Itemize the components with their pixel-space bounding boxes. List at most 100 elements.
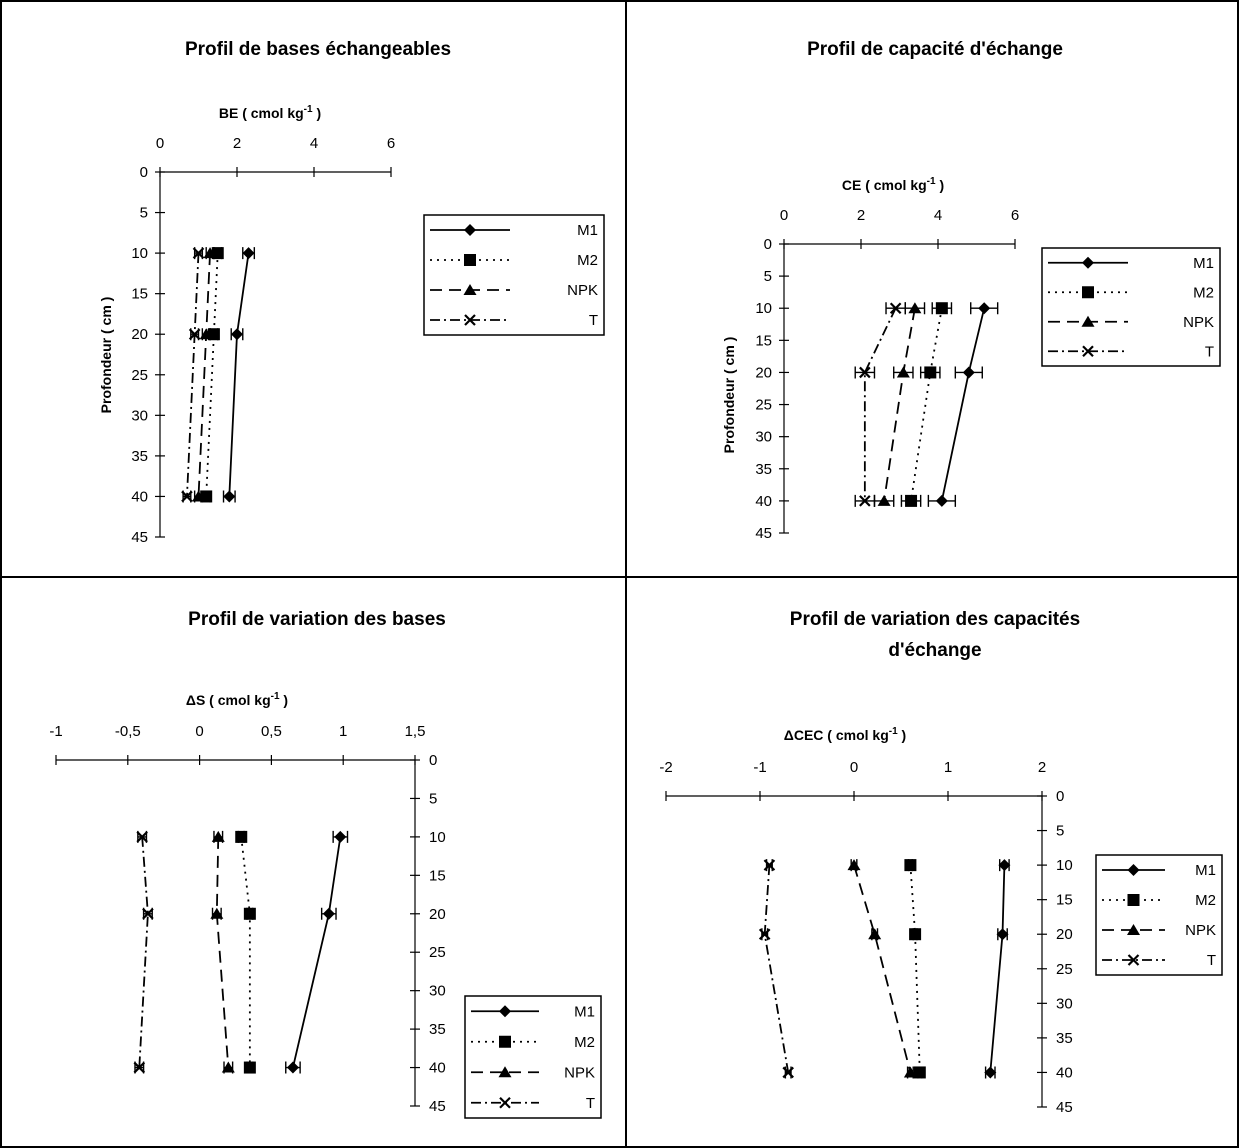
data-point [199,328,213,340]
series-npk [847,859,917,1079]
series-m2 [900,302,953,507]
y-tick-label: 20 [131,326,148,343]
series-line [186,253,200,497]
chart-3: Profil de variation des bases ΔS ( cmol k… [49,609,602,1119]
data-point [223,490,236,503]
legend-marker [464,314,476,326]
data-point [322,907,335,920]
y-axis-title: Profondeur ( cm ) [721,337,737,454]
series-line [989,865,1006,1073]
legend-label: NPK [564,1064,595,1081]
legend-label: M2 [1193,284,1214,301]
legend-label: T [1207,952,1216,969]
x-tick-label: 6 [387,135,395,152]
legend: M1 M2 NPK T [1041,247,1221,367]
y-tick-label: 5 [429,790,437,807]
data-point [243,1061,256,1074]
data-point [935,494,948,507]
legend-marker [1082,345,1094,358]
y-tick-label: 40 [1056,1064,1073,1081]
legend: M1 M2 NPK T [423,214,605,336]
series-m1 [984,859,1011,1079]
legend-marker [1127,894,1140,906]
legend-label: T [586,1095,595,1112]
series-t [854,302,906,507]
y-tick-label: 10 [1056,857,1073,874]
data-point [908,302,922,314]
y-tick-label: 10 [131,245,148,262]
chart-title-line: Profil de variation des capacités [790,609,1080,630]
legend-label: T [1205,343,1214,360]
legend-label: M1 [1195,862,1216,879]
series-m1 [285,830,349,1074]
chart-title: Profil de capacité d'échange [807,39,1063,60]
data-point [235,830,248,843]
data-point [133,1061,146,1074]
series-m1 [222,247,256,503]
x-tick-label: -1 [753,759,766,776]
data-point [935,302,948,315]
data-point [962,366,975,379]
legend-label: M2 [577,252,598,269]
series-line [853,864,912,1073]
legend-label: NPK [1183,314,1214,331]
y-tick-label: 25 [1056,961,1073,978]
data-point [192,490,205,502]
legend-marker [498,1066,512,1078]
data-point [203,247,217,259]
y-tick-label: 35 [131,448,148,465]
x-tick-label: -2 [659,759,672,776]
y-tick-label: 15 [131,286,148,303]
y-tick-label: 10 [755,300,772,317]
series-npk [210,830,235,1074]
data-point [192,247,205,259]
data-point [998,859,1011,872]
y-tick-label: 20 [1056,926,1073,943]
data-point [242,247,255,260]
legend-label: M2 [1195,892,1216,909]
legend-label: M1 [577,222,598,239]
x-axis-title: BE ( cmol kg-1 ) [219,104,321,121]
data-point [210,907,224,919]
x-tick-label: 2 [857,207,865,224]
data-point [904,859,917,872]
legend-label: T [589,312,598,329]
y-tick-label: 5 [764,268,772,285]
data-point [924,366,937,379]
series-npk [192,247,217,503]
series-npk [873,302,926,507]
y-tick-label: 0 [764,236,772,253]
y-tick-label: 30 [429,983,446,1000]
series-line [883,308,916,502]
y-tick-label: 0 [1056,788,1064,805]
x-axis-title: CE ( cmol kg-1 ) [842,176,944,193]
legend-marker [1082,286,1094,299]
data-point [868,928,882,940]
legend-label: NPK [567,282,598,299]
x-axis-title: ΔCEC ( cmol kg-1 ) [784,726,906,743]
y-tick-label: 10 [429,829,446,846]
legend-box [1041,247,1221,367]
x-tick-label: 1 [944,759,952,776]
x-tick-label: 4 [310,135,318,152]
chart-1: Profil de bases échangeables BE ( cmol kg… [98,39,605,546]
y-tick-label: 30 [1056,995,1073,1012]
y-tick-label: 35 [429,1021,446,1038]
x-tick-label: 4 [934,207,942,224]
y-tick-label: 20 [429,906,446,923]
chart-4: Profil de variation des capacités d'échan… [659,609,1223,1116]
x-tick-label: -1 [49,723,62,740]
x-tick-label: 1 [339,723,347,740]
data-point [142,908,154,920]
y-tick-label: 35 [1056,1030,1073,1047]
series-line [197,253,211,497]
data-point [984,1066,997,1079]
data-point [231,328,243,341]
data-point [286,1061,299,1074]
x-axis-title: ΔS ( cmol kg-1 ) [186,691,288,708]
legend-box [1095,854,1223,976]
y-tick-label: 40 [755,493,772,510]
series-m1 [927,302,999,507]
data-point [978,302,991,315]
